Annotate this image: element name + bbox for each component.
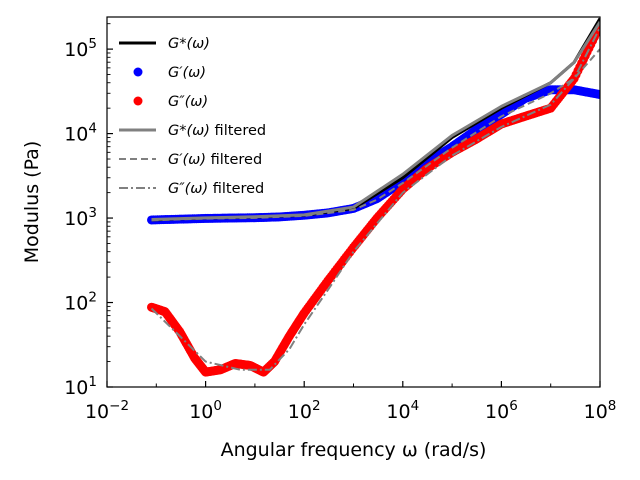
legend-item: G″(ω) filtered [119, 181, 264, 197]
legend-item: G′(ω) [133, 65, 206, 81]
x-tick-label: 106 [485, 398, 518, 423]
x-tick-label: 102 [288, 398, 321, 423]
y-tick-label: 105 [64, 36, 97, 61]
x-axis: 10−2 100 102 104 106 108 [85, 381, 616, 423]
legend-item: G*(ω) [119, 36, 210, 52]
series-5 [150, 27, 600, 371]
y-axis: 101 102 103 104 105 [64, 23, 113, 399]
legend-label: G*(ω) filtered [168, 123, 266, 139]
series-4 [151, 48, 600, 222]
legend-label: G″(ω) filtered [168, 181, 264, 197]
legend-label: G*(ω) [168, 36, 210, 52]
legend-marker [133, 96, 143, 106]
legend-item: G′(ω) filtered [119, 152, 262, 168]
series-5-line [150, 27, 600, 371]
legend-item: G*(ω) filtered [119, 123, 266, 139]
legend-label: G′(ω) [168, 65, 206, 81]
x-tick-label: 108 [584, 398, 617, 423]
plot-area [147, 17, 600, 377]
legend: G*(ω) G′(ω) G″(ω) G*(ω) filtered G′(ω) filte… [119, 36, 266, 197]
x-tick-label: 10−2 [85, 398, 129, 423]
series-4-line [151, 48, 600, 222]
y-tick-label: 103 [64, 205, 97, 230]
series-2 [147, 21, 600, 377]
legend-label: G″(ω) [168, 94, 208, 110]
x-tick-label: 100 [189, 398, 222, 423]
y-axis-title: Modulus (Pa) [21, 141, 43, 263]
y-tick-label: 102 [64, 290, 97, 315]
legend-label: G′(ω) filtered [168, 152, 262, 168]
x-tick-label: 104 [386, 398, 419, 423]
legend-item: G″(ω) [133, 94, 208, 110]
y-tick-label: 101 [64, 374, 97, 399]
x-axis-title: Angular frequency ω (rad/s) [221, 439, 487, 461]
y-tick-label: 104 [64, 121, 97, 146]
legend-marker [133, 67, 143, 77]
series-1-point [595, 90, 600, 100]
